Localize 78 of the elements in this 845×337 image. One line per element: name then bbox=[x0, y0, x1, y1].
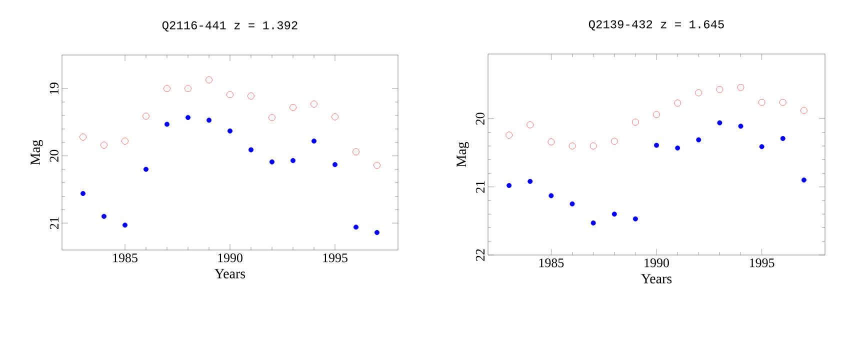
point bbox=[164, 85, 170, 92]
point bbox=[80, 134, 86, 140]
point bbox=[332, 162, 338, 168]
point bbox=[290, 158, 296, 164]
point bbox=[632, 216, 638, 222]
point bbox=[374, 162, 380, 169]
point bbox=[206, 118, 212, 123]
y-tick-label: 20 bbox=[476, 112, 484, 125]
y-axis-title: Mag bbox=[456, 142, 469, 167]
y-tick-label: 20 bbox=[50, 150, 58, 162]
point bbox=[310, 100, 318, 108]
y-tick-label: 22 bbox=[476, 249, 484, 261]
y-tick-label: 21 bbox=[50, 217, 58, 230]
point bbox=[102, 214, 106, 219]
point bbox=[248, 92, 254, 100]
point bbox=[248, 147, 254, 152]
point bbox=[800, 107, 808, 114]
point bbox=[226, 91, 234, 98]
x-tick-label: 1985 bbox=[113, 254, 138, 262]
point bbox=[758, 98, 766, 106]
point bbox=[528, 178, 533, 184]
point bbox=[270, 159, 274, 164]
point bbox=[653, 111, 660, 118]
point bbox=[354, 224, 358, 230]
x-tick-label: 1985 bbox=[539, 258, 564, 268]
point bbox=[164, 122, 170, 127]
x-axis-title: Years bbox=[641, 274, 672, 284]
point bbox=[548, 193, 554, 198]
y-tick-label: 21 bbox=[476, 181, 484, 193]
point bbox=[695, 89, 702, 96]
x-axis-title: Years bbox=[214, 269, 246, 278]
y-axis-title: Mag bbox=[30, 140, 43, 165]
x-tick-label: 1995 bbox=[323, 254, 348, 262]
x-tick-label: 1995 bbox=[750, 258, 774, 268]
point bbox=[122, 222, 128, 228]
point bbox=[779, 98, 786, 106]
point bbox=[506, 183, 512, 188]
point bbox=[506, 132, 512, 138]
point bbox=[674, 100, 681, 106]
point bbox=[268, 114, 276, 121]
point bbox=[228, 128, 232, 134]
point bbox=[610, 138, 618, 145]
point bbox=[780, 136, 786, 141]
chart-title: Q2116-441 z = 1.392 bbox=[162, 21, 298, 32]
point bbox=[122, 138, 128, 144]
point bbox=[568, 142, 576, 150]
point bbox=[759, 144, 764, 150]
y-tick-label: 19 bbox=[50, 82, 58, 94]
point bbox=[206, 76, 212, 84]
point bbox=[717, 120, 722, 126]
point bbox=[570, 201, 575, 206]
point bbox=[184, 85, 192, 92]
point bbox=[312, 138, 316, 144]
point bbox=[290, 104, 296, 111]
point bbox=[144, 166, 148, 172]
point bbox=[632, 118, 639, 126]
point bbox=[654, 142, 660, 148]
point bbox=[352, 148, 360, 156]
point bbox=[737, 84, 744, 91]
point bbox=[186, 115, 190, 120]
point bbox=[716, 86, 724, 93]
point bbox=[612, 212, 617, 217]
point bbox=[738, 124, 744, 129]
point bbox=[801, 178, 806, 183]
point bbox=[142, 112, 150, 120]
point bbox=[80, 191, 86, 196]
point bbox=[374, 230, 380, 236]
point bbox=[332, 113, 338, 120]
point bbox=[100, 142, 108, 149]
point bbox=[590, 142, 597, 150]
point bbox=[696, 137, 702, 142]
point bbox=[590, 220, 596, 226]
x-tick-label: 1990 bbox=[644, 258, 669, 268]
x-tick-label: 1990 bbox=[218, 254, 242, 262]
point bbox=[548, 138, 555, 146]
chart-title: Q2139-432 z = 1.645 bbox=[588, 20, 724, 31]
point bbox=[675, 146, 680, 151]
point bbox=[526, 121, 534, 128]
